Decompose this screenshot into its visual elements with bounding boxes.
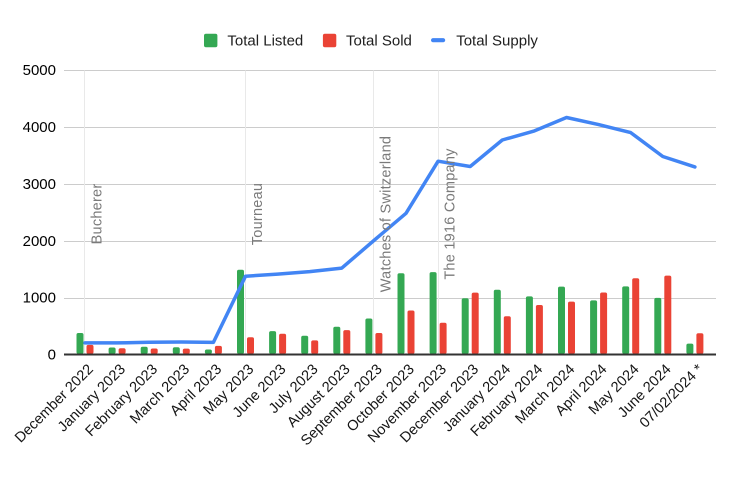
svg-text:5000: 5000: [23, 62, 56, 79]
svg-text:1000: 1000: [23, 290, 56, 307]
svg-text:Watches of Switzerland: Watches of Switzerland: [378, 136, 394, 292]
svg-text:Total Listed: Total Listed: [227, 33, 303, 50]
svg-text:Total Supply: Total Supply: [456, 33, 538, 50]
svg-text:2000: 2000: [23, 233, 56, 250]
svg-text:0: 0: [48, 347, 56, 364]
svg-text:3000: 3000: [23, 176, 56, 193]
svg-text:Total Sold: Total Sold: [346, 33, 412, 50]
svg-text:Bucherer: Bucherer: [90, 184, 106, 245]
svg-text:Tourneau: Tourneau: [250, 183, 266, 245]
svg-text:4000: 4000: [23, 119, 56, 136]
svg-text:The 1916 Company: The 1916 Company: [443, 148, 459, 280]
